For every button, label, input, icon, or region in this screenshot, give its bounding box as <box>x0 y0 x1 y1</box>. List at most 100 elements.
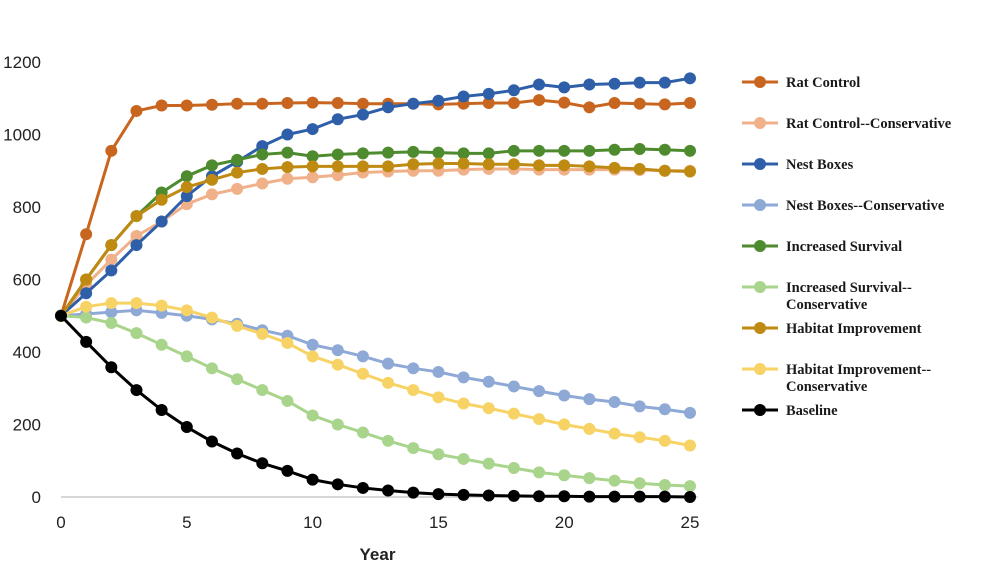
data-point-nest-boxes <box>457 90 470 103</box>
data-point-habitat-improvement <box>256 162 269 175</box>
y-tick-label: 400 <box>13 343 41 362</box>
data-point-increased-survival-conservative <box>633 477 646 490</box>
data-point-baseline <box>482 489 495 502</box>
data-point-increased-survival <box>658 143 671 156</box>
data-point-rat-control <box>482 96 495 109</box>
data-point-rat-control-conservative <box>331 169 344 182</box>
data-point-nest-boxes-conservative <box>457 371 470 384</box>
legend-swatch-marker <box>754 322 766 334</box>
data-point-increased-survival <box>507 144 520 157</box>
data-point-habitat-improvement <box>533 159 546 172</box>
data-point-increased-survival-conservative <box>256 384 269 397</box>
data-point-increased-survival-conservative <box>482 457 495 470</box>
series-rat-control <box>55 94 696 322</box>
data-point-rat-control <box>155 99 168 112</box>
data-point-nest-boxes-conservative <box>432 365 445 378</box>
data-point-habitat-improvement-conservative <box>482 402 495 415</box>
y-tick-label: 1200 <box>3 53 41 72</box>
data-point-baseline <box>583 490 596 503</box>
data-point-increased-survival <box>407 145 420 158</box>
data-point-nest-boxes <box>180 190 193 203</box>
data-point-rat-control-conservative <box>105 253 118 266</box>
y-tick-label: 800 <box>13 198 41 217</box>
data-point-baseline <box>80 335 93 348</box>
data-point-nest-boxes <box>356 108 369 121</box>
data-point-increased-survival-conservative <box>155 338 168 351</box>
legend-label: Rat Control <box>786 75 860 91</box>
data-point-rat-control <box>684 96 696 109</box>
data-point-increased-survival-conservative <box>658 479 671 492</box>
data-point-increased-survival-conservative <box>583 472 596 485</box>
x-tick-label: 15 <box>429 513 448 532</box>
data-point-habitat-improvement-conservative <box>407 384 420 397</box>
data-point-nest-boxes-conservative <box>507 380 520 393</box>
legend-label: Increased Survival--Conservative <box>786 280 912 313</box>
data-point-baseline <box>684 491 696 503</box>
data-point-increased-survival <box>331 148 344 161</box>
data-point-rat-control <box>331 96 344 109</box>
data-point-habitat-improvement-conservative <box>382 376 395 389</box>
data-point-increased-survival <box>306 150 319 163</box>
data-point-nest-boxes <box>583 78 596 91</box>
data-point-nest-boxes <box>608 77 621 90</box>
y-tick-label: 200 <box>13 416 41 435</box>
legend-label: Nest Boxes--Conservative <box>786 198 945 214</box>
data-point-habitat-improvement-conservative <box>155 299 168 312</box>
data-point-increased-survival <box>256 148 269 161</box>
data-point-habitat-improvement <box>356 160 369 173</box>
data-point-nest-boxes-conservative <box>558 389 571 402</box>
data-point-rat-control-conservative <box>231 182 244 195</box>
data-point-habitat-improvement-conservative <box>331 358 344 371</box>
data-point-rat-control-conservative <box>306 171 319 184</box>
data-point-baseline <box>155 404 168 416</box>
data-point-rat-control <box>533 94 546 107</box>
data-point-increased-survival-conservative <box>507 462 520 474</box>
axes: Year <box>61 496 698 564</box>
data-point-baseline <box>658 490 671 503</box>
series-line-rat-control-conservative <box>59 167 692 318</box>
data-point-nest-boxes <box>684 72 696 85</box>
data-point-increased-survival-conservative <box>105 317 118 329</box>
data-point-habitat-improvement <box>205 173 218 186</box>
data-point-nest-boxes-conservative <box>658 403 671 416</box>
data-point-increased-survival-conservative <box>281 394 294 407</box>
data-point-increased-survival-conservative <box>306 409 319 422</box>
data-point-habitat-improvement <box>180 181 193 194</box>
legend-swatch-marker <box>754 158 766 170</box>
x-tick-label: 25 <box>681 513 700 532</box>
data-point-nest-boxes-conservative <box>684 406 696 419</box>
legend-label: Habitat Improvement--Conservative <box>786 362 931 395</box>
data-point-nest-boxes <box>281 128 294 141</box>
data-point-baseline <box>633 490 646 503</box>
data-point-habitat-improvement-conservative <box>608 427 621 440</box>
data-point-baseline <box>432 488 445 501</box>
legend-label: Nest Boxes <box>786 157 854 173</box>
x-tick-label: 5 <box>182 513 191 532</box>
data-point-baseline <box>407 486 420 499</box>
data-point-habitat-improvement-conservative <box>558 418 571 431</box>
data-point-nest-boxes <box>306 123 319 136</box>
data-point-increased-survival <box>583 144 596 157</box>
data-point-habitat-improvement <box>583 160 596 173</box>
data-point-nest-boxes <box>558 81 571 94</box>
data-point-habitat-improvement <box>382 160 395 173</box>
data-point-habitat-improvement <box>608 161 621 174</box>
legend-entry-rat-control: Rat Control <box>742 75 860 91</box>
y-tick-label: 0 <box>32 488 41 507</box>
data-point-nest-boxes-conservative <box>583 393 596 406</box>
legend-label: Habitat Improvement <box>786 321 922 337</box>
data-point-rat-control-conservative <box>256 177 269 190</box>
data-point-habitat-improvement-conservative <box>658 434 671 447</box>
series-line-nest-boxes-conservative <box>59 308 692 415</box>
data-point-increased-survival <box>231 153 244 166</box>
data-point-increased-survival-conservative <box>130 327 143 340</box>
data-point-nest-boxes-conservative <box>382 357 395 370</box>
series-habitat-improvement-conservative <box>55 297 696 452</box>
legend-swatch-marker <box>754 199 766 211</box>
data-point-increased-survival-conservative <box>684 480 696 493</box>
data-point-nest-boxes <box>633 76 646 89</box>
series-line-increased-survival <box>59 147 692 318</box>
data-point-increased-survival <box>533 144 546 157</box>
data-point-nest-boxes <box>256 140 269 153</box>
data-point-rat-control-conservative <box>205 188 218 201</box>
